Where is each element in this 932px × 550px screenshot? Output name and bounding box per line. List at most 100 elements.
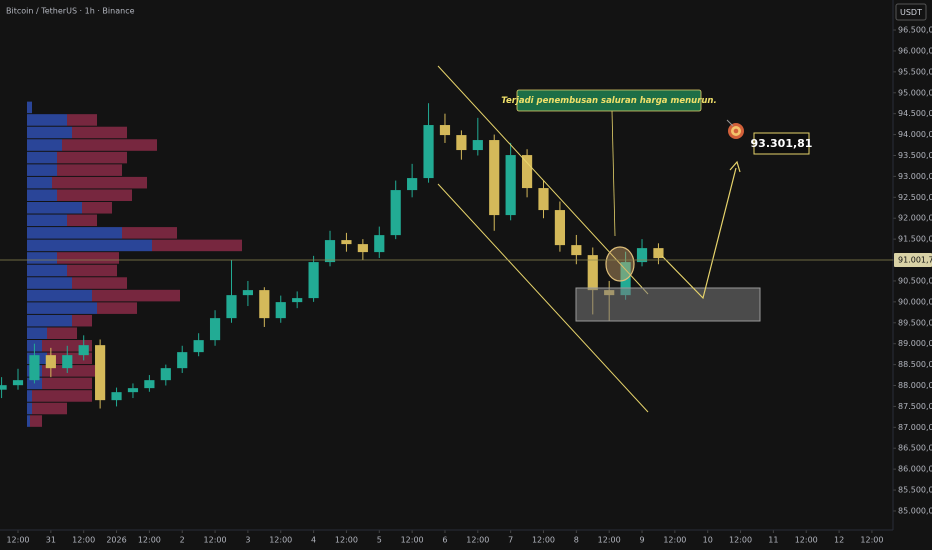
channel-lower bbox=[437, 183, 649, 413]
candle-body bbox=[472, 140, 483, 151]
profile-bar bbox=[27, 189, 57, 201]
projection-arrow bbox=[661, 167, 737, 300]
x-tick-label: 2026 bbox=[106, 536, 126, 545]
candle-body bbox=[571, 245, 582, 256]
x-tick-label: 7 bbox=[508, 536, 513, 545]
profile-bar bbox=[27, 302, 97, 314]
price-label-box bbox=[894, 252, 932, 267]
y-tick-label: 92.000,00 bbox=[898, 214, 932, 223]
arrow-head bbox=[729, 160, 741, 173]
profile-bar bbox=[27, 239, 152, 252]
profile-bar bbox=[67, 264, 117, 277]
y-tick-label: 89.500,00 bbox=[898, 318, 932, 327]
x-tick-label: 8 bbox=[574, 536, 579, 545]
candle-body bbox=[587, 255, 598, 291]
profile-bar bbox=[27, 314, 72, 327]
x-tick-label: 12:00 bbox=[138, 536, 161, 545]
y-tick-label: 95.500,00 bbox=[898, 67, 932, 76]
breakout-circle bbox=[605, 246, 635, 282]
candle-body bbox=[144, 380, 155, 389]
drawings: Terjadi penembusan saluran harga menurun… bbox=[437, 65, 813, 413]
y-tick-label: 90.000,00 bbox=[898, 297, 932, 306]
candle-body bbox=[226, 295, 237, 319]
candle-body bbox=[78, 345, 89, 356]
candle-body bbox=[324, 240, 336, 263]
profile-bar bbox=[47, 327, 77, 340]
candle-body bbox=[390, 190, 401, 236]
profile-bar bbox=[57, 164, 122, 176]
y-tick-label: 85.500,00 bbox=[898, 486, 932, 495]
candle-body bbox=[554, 210, 566, 246]
y-tick-label: 88.000,00 bbox=[898, 381, 932, 390]
y-tick-label: 87.500,00 bbox=[898, 402, 932, 411]
x-tick-label: 2 bbox=[180, 536, 185, 545]
profile-bar bbox=[122, 227, 177, 239]
profile-bar bbox=[27, 114, 67, 126]
profile-bar bbox=[27, 227, 122, 239]
candle-body bbox=[620, 262, 631, 296]
profile-bar bbox=[27, 252, 57, 264]
y-tick-label: 94.000,00 bbox=[898, 130, 932, 139]
target-box bbox=[753, 132, 810, 155]
profile-bar bbox=[27, 289, 92, 302]
x-tick-label: 12:00 bbox=[532, 536, 555, 545]
candle-body bbox=[259, 290, 270, 319]
x-tick-label: 12:00 bbox=[6, 536, 29, 545]
candle-body bbox=[292, 298, 303, 303]
profile-bar bbox=[27, 164, 57, 176]
y-tick-label: 95.000,00 bbox=[898, 88, 932, 97]
target-label: 93.301,81 bbox=[751, 137, 813, 150]
candles bbox=[0, 103, 664, 409]
candle-body bbox=[177, 352, 188, 369]
channel-upper bbox=[437, 65, 649, 295]
profile-bar bbox=[57, 151, 127, 164]
candle-body bbox=[357, 244, 368, 253]
profile-bar bbox=[27, 176, 52, 189]
x-tick-label: 12:00 bbox=[72, 536, 95, 545]
y-tick-label: 90.500,00 bbox=[898, 276, 932, 285]
profile-bar bbox=[57, 189, 132, 201]
candle-body bbox=[193, 340, 204, 353]
profile-bar bbox=[62, 139, 157, 151]
candle-body bbox=[653, 248, 664, 259]
candle-body bbox=[505, 155, 516, 216]
y-tick-label: 94.500,00 bbox=[898, 109, 932, 118]
x-tick-label: 10 bbox=[703, 536, 713, 545]
y-tick-label: 89.000,00 bbox=[898, 339, 932, 348]
profile-bar bbox=[27, 201, 82, 214]
profile-bar bbox=[42, 377, 92, 390]
candle-body bbox=[160, 368, 171, 381]
x-tick-label: 4 bbox=[311, 536, 316, 545]
y-tick-label: 85.000,00 bbox=[898, 506, 932, 515]
candle-body bbox=[456, 135, 467, 151]
price-label: 91.001,79 bbox=[898, 255, 932, 264]
support-zone bbox=[575, 287, 761, 322]
target-icon-center bbox=[733, 128, 739, 134]
profile-bar bbox=[32, 390, 92, 402]
y-tick-label: 92.500,00 bbox=[898, 193, 932, 202]
y-tick-label: 91.500,00 bbox=[898, 235, 932, 244]
annotation-pointer bbox=[611, 110, 616, 237]
candle-body bbox=[308, 262, 319, 299]
axes: 85.000,00 85.500,00 86.000,00 86.500,00 87.0… bbox=[6, 26, 932, 545]
profile-bar bbox=[30, 415, 42, 427]
candle-body bbox=[209, 318, 221, 341]
y-tick-label: 96.000,00 bbox=[898, 46, 932, 55]
y-tick-label: 86.500,00 bbox=[898, 444, 932, 453]
x-tick-label: 9 bbox=[639, 536, 644, 545]
profile-bar bbox=[52, 176, 147, 189]
y-tick-label: 93.500,00 bbox=[898, 151, 932, 160]
x-tick-label: 12:00 bbox=[335, 536, 358, 545]
profile-bar bbox=[72, 277, 127, 289]
x-tick-label: 12:00 bbox=[729, 536, 752, 545]
y-tick-label: 96.500,00 bbox=[898, 26, 932, 35]
x-tick-label: 12:00 bbox=[795, 536, 818, 545]
x-tick-label: 12:00 bbox=[663, 536, 686, 545]
x-tick-label: 12:00 bbox=[466, 536, 489, 545]
candle-body bbox=[242, 290, 254, 296]
profile-bar bbox=[82, 201, 112, 214]
profile-bar bbox=[27, 390, 32, 402]
candle-body bbox=[538, 188, 549, 211]
profile-bar bbox=[27, 327, 47, 340]
